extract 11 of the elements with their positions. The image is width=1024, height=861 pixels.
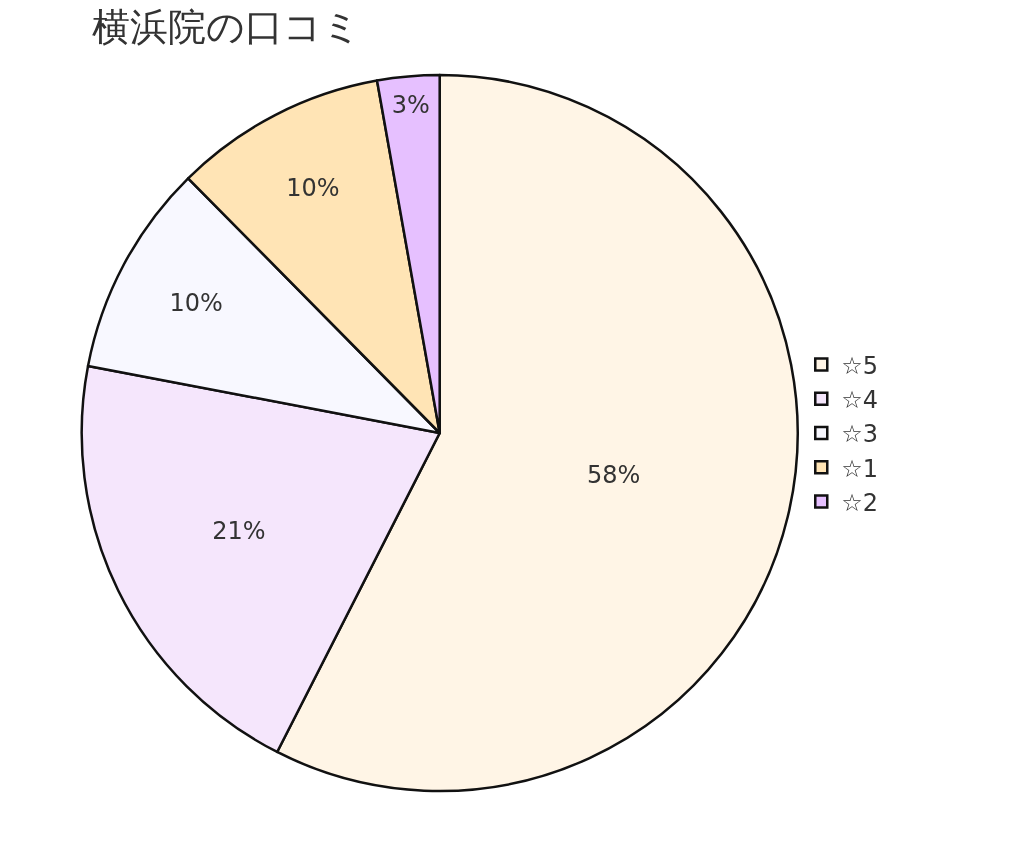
legend-label: ☆5 — [841, 351, 879, 380]
legend-label: ☆2 — [841, 488, 879, 517]
chart-title: 横浜院の口コミ — [92, 4, 362, 49]
data-label: 21% — [212, 517, 266, 546]
data-label: 10% — [169, 289, 223, 318]
legend-label: ☆3 — [841, 420, 879, 449]
data-label: 58% — [587, 460, 641, 489]
legend-label: ☆1 — [841, 454, 879, 483]
legend-label: ☆4 — [841, 386, 879, 415]
data-label: 10% — [286, 173, 340, 202]
data-label: 3% — [391, 91, 430, 120]
